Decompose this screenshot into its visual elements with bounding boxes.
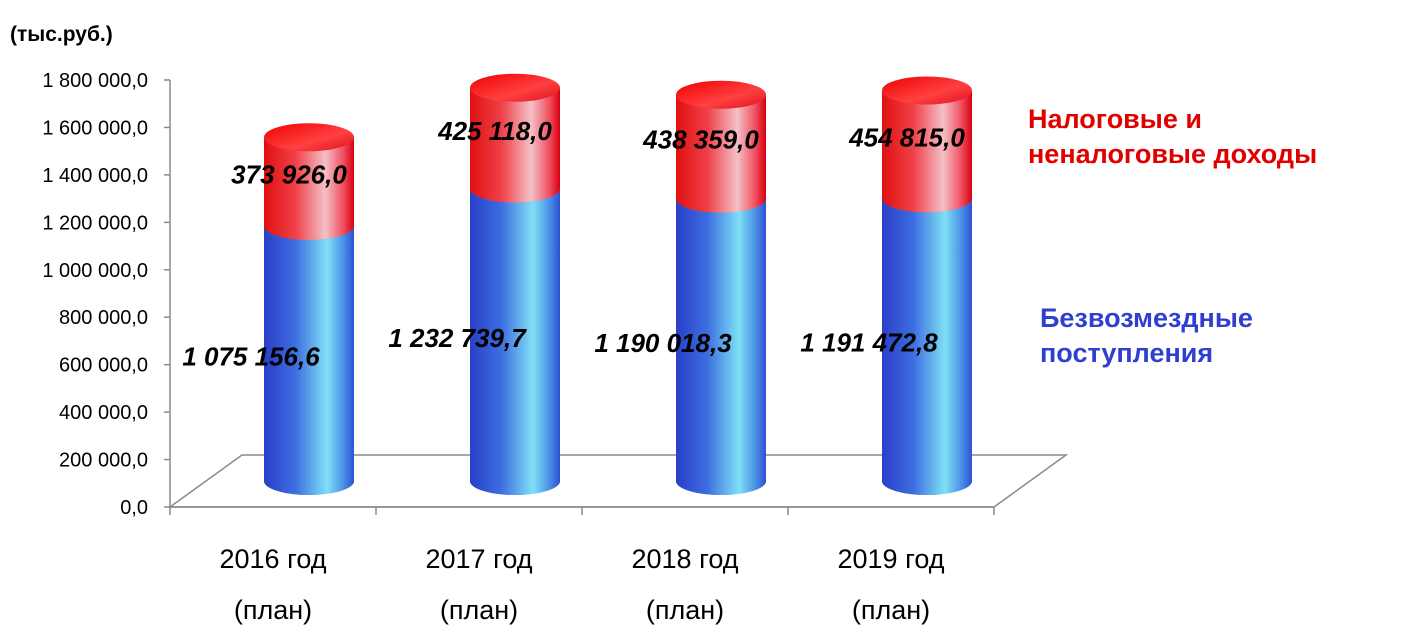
bar-cap	[676, 80, 766, 109]
y-tick-label: 600 000,0	[59, 355, 148, 377]
unit-label: (тыс.руб.)	[10, 23, 113, 46]
bar-segment	[676, 198, 766, 495]
legend: Налоговые и неналоговые доходы Безвозмездн…	[1028, 104, 1317, 368]
y-tick-label: 1 000 000,0	[42, 260, 148, 282]
legend-entry: Безвозмездные	[1040, 303, 1253, 333]
bar-segment	[470, 188, 560, 495]
legend-entry: Налоговые и	[1028, 104, 1202, 134]
x-category-label: 2016 год	[220, 544, 327, 574]
data-label: 425 118,0	[437, 116, 552, 146]
bar-segment	[882, 90, 972, 213]
x-category-label: 2019 год	[838, 544, 945, 574]
y-tick-label: 1 800 000,0	[42, 70, 148, 92]
bars	[264, 73, 972, 495]
bar-segment	[882, 198, 972, 495]
x-category-label: (план)	[852, 595, 930, 625]
x-category-label: (план)	[646, 595, 724, 625]
x-category-label: (план)	[440, 595, 518, 625]
y-axis-ticks: 0,0 200 000,0 400 000,0 600 000,0 800 000,0 1…	[42, 70, 170, 519]
x-category-label: 2017 год	[426, 544, 533, 574]
bar-cap	[470, 73, 560, 102]
data-label: 454 815,0	[848, 122, 965, 152]
y-tick-label: 1 400 000,0	[42, 165, 148, 187]
data-label: 1 232 739,7	[388, 323, 527, 353]
bar-cap	[882, 76, 972, 105]
bar-segment	[470, 87, 560, 203]
y-tick-label: 400 000,0	[59, 402, 148, 424]
bar-segment	[676, 94, 766, 213]
x-category-label: 2018 год	[632, 544, 739, 574]
legend-entry: поступления	[1040, 338, 1213, 368]
y-tick-label: 1 600 000,0	[42, 117, 148, 139]
data-label: 1 190 018,3	[594, 328, 732, 358]
x-axis-categories: 2016 год (план) 2017 год (план) 2018 год (пла…	[169, 507, 995, 625]
y-tick-label: 800 000,0	[59, 307, 148, 329]
bar-segment	[264, 137, 354, 240]
y-tick-label: 200 000,0	[59, 450, 148, 472]
y-tick-label: 1 200 000,0	[42, 212, 148, 234]
legend-entry: неналоговые доходы	[1028, 139, 1317, 169]
data-label: 373 926,0	[231, 160, 347, 190]
data-label: 1 191 472,8	[800, 328, 938, 358]
x-category-label: (план)	[234, 595, 312, 625]
y-tick-label: 0,0	[120, 497, 148, 519]
data-label: 438 359,0	[642, 125, 759, 155]
data-label: 1 075 156,6	[182, 341, 320, 371]
bar-segment	[264, 225, 354, 495]
data-labels: 1 075 156,6 373 926,0 1 232 739,7 425 118,0…	[182, 116, 965, 371]
bar-cap	[264, 123, 354, 152]
